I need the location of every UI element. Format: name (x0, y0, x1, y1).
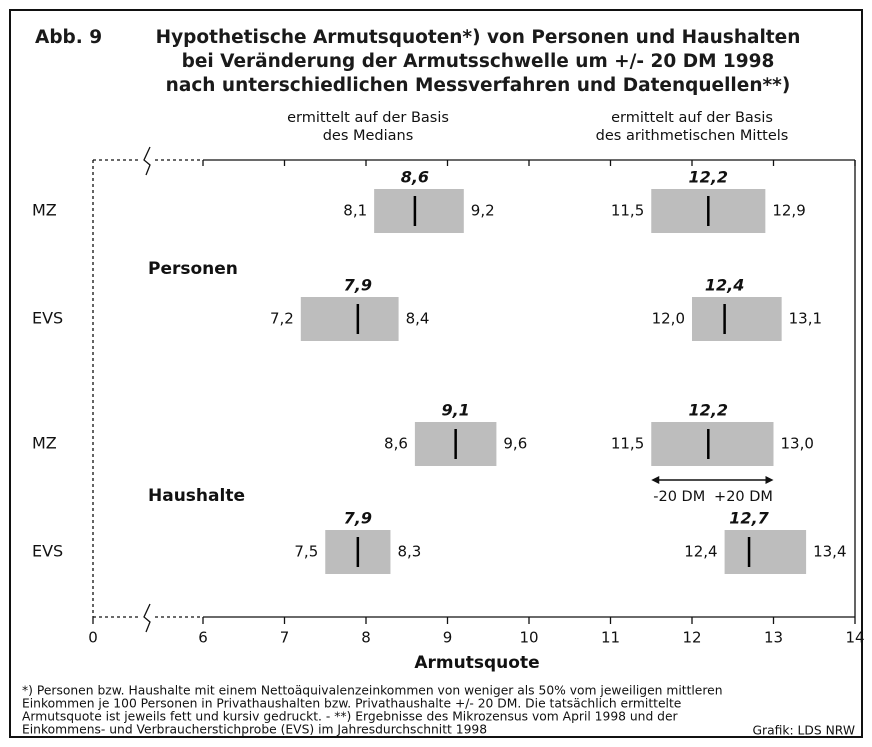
x-tick-label: 13 (764, 629, 783, 647)
range-bar (651, 422, 774, 466)
high-label: 9,6 (503, 435, 527, 453)
row-label: MZ (32, 201, 57, 220)
mid-label: 7,9 (344, 276, 372, 295)
high-label: 9,2 (471, 202, 495, 220)
row-label: EVS (32, 309, 63, 328)
low-label: 8,1 (343, 202, 367, 220)
footnote: Armutsquote ist jeweils fett und kursiv … (22, 710, 679, 724)
group-label: Personen (148, 259, 238, 279)
high-label: 13,4 (813, 543, 846, 561)
x-tick-label: 9 (443, 629, 453, 647)
chart-title: bei Veränderung der Armutsschwelle um +/… (182, 51, 775, 72)
column-header: des arithmetischen Mittels (596, 128, 789, 144)
range-bar (692, 297, 782, 341)
mid-label: 12,4 (705, 276, 744, 295)
low-label: 12,4 (684, 543, 717, 561)
low-label: 11,5 (611, 202, 644, 220)
x-tick-label: 14 (845, 629, 864, 647)
footnote: Einkommen je 100 Personen in Privathaush… (22, 697, 681, 711)
low-label: 11,5 (611, 435, 644, 453)
low-label: 7,5 (294, 543, 318, 561)
high-label: 13,0 (781, 435, 814, 453)
mid-label: 12,2 (689, 168, 728, 187)
low-label: 7,2 (270, 310, 294, 328)
mid-label: 12,7 (729, 509, 769, 528)
mid-label: 8,6 (401, 168, 429, 187)
range-bar (374, 189, 464, 233)
x-axis-label: Armutsquote (414, 653, 539, 673)
low-label: 12,0 (652, 310, 685, 328)
range-bar (300, 297, 399, 341)
x-tick-label: 8 (361, 629, 371, 647)
x-tick-label: 11 (601, 629, 620, 647)
x-tick-label: 10 (519, 629, 538, 647)
low-label: 8,6 (384, 435, 408, 453)
column-header: ermittelt auf der Basis (611, 110, 773, 126)
column-header: des Medians (323, 128, 414, 144)
x-tick-label: 6 (198, 629, 208, 647)
group-label: Haushalte (148, 486, 245, 506)
x-tick-label: 7 (280, 629, 290, 647)
mid-label: 12,2 (689, 401, 728, 420)
figure-label: Abb. 9 (35, 27, 102, 48)
high-label: 12,9 (772, 202, 805, 220)
x-tick-label: 0 (88, 629, 98, 647)
high-label: 8,4 (406, 310, 430, 328)
frame (9, 9, 863, 738)
x-tick-label: 12 (682, 629, 701, 647)
mid-label: 7,9 (344, 509, 372, 528)
annotation: +20 DM (714, 489, 773, 505)
source: Grafik: LDS NRW (753, 724, 855, 738)
chart-title: nach unterschiedlichen Messverfahren und… (166, 75, 791, 96)
chart-title: Hypothetische Armutsquoten*) von Persone… (156, 27, 801, 48)
high-label: 8,3 (397, 543, 421, 561)
row-label: EVS (32, 542, 63, 561)
annotation: -20 DM (653, 489, 705, 505)
high-label: 13,1 (789, 310, 822, 328)
footnote: Einkommens- und Verbraucherstichprobe (E… (22, 723, 487, 737)
column-header: ermittelt auf der Basis (287, 110, 449, 126)
mid-label: 9,1 (441, 401, 469, 420)
range-bar (724, 530, 807, 574)
row-label: MZ (32, 434, 57, 453)
footnote: *) Personen bzw. Haushalte mit einem Net… (22, 684, 723, 698)
